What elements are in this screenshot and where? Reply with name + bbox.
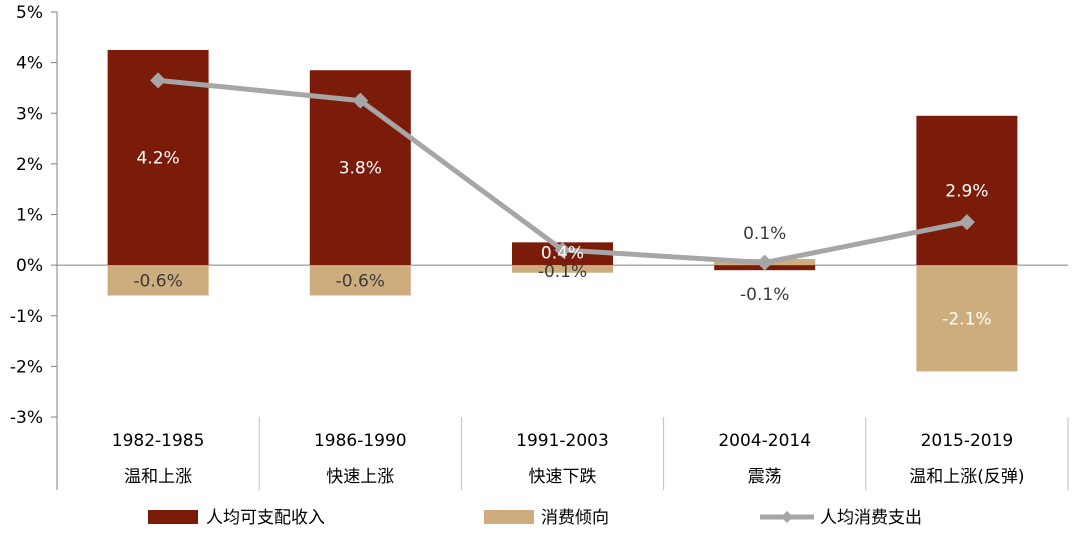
y-tick-label: -1% [10, 307, 43, 327]
data-labels: 4.2%3.8%0.4%-0.1%2.9%-0.6% -0.6% -0.1%0.1%… [133, 149, 991, 330]
consumption-point [352, 92, 369, 109]
income-data-label: -0.1% [740, 285, 789, 305]
propensity-bar [512, 265, 613, 273]
y-tick-label: 2% [16, 155, 43, 175]
bars [107, 49, 1018, 372]
legend-swatch-propensity [484, 510, 534, 524]
consumption-point [554, 241, 571, 258]
y-tick-label: 4% [16, 54, 43, 74]
consumption-point [958, 214, 975, 231]
category-period-label: 1991-2003 [516, 431, 609, 451]
category-phase-label: 快速上涨 [326, 467, 394, 487]
y-tick-label: 3% [16, 104, 43, 124]
y-tick-label: -2% [10, 357, 43, 377]
axes: -3% -2% -1% 0% 1% 2% 3% 4% 5% [10, 3, 1069, 490]
propensity-bar [309, 265, 411, 296]
consumption-point [150, 72, 167, 89]
income-data-label: 2.9% [945, 181, 988, 201]
legend-label-income: 人均可支配收入 [206, 508, 325, 528]
legend: 人均可支配收入 消费倾向 人均消费支出 [148, 508, 922, 528]
propensity-data-label: 0.1% [743, 224, 786, 244]
y-tick-label: -3% [10, 408, 43, 428]
legend-swatch-income [148, 510, 198, 524]
propensity-data-label: -0.6% [336, 271, 385, 291]
propensity-data-label: -0.1% [538, 262, 587, 282]
legend-label-propensity: 消费倾向 [541, 508, 609, 528]
category-period-label: 1982-1985 [112, 431, 205, 451]
line-series [150, 72, 975, 271]
legend-label-consumption: 人均消费支出 [820, 508, 922, 528]
consumption-line [157, 77, 968, 266]
category-phase-label: 震荡 [748, 467, 782, 487]
y-tick-label: 5% [16, 3, 43, 23]
category-period-label: 2015-2019 [921, 431, 1014, 451]
propensity-bar [916, 265, 1018, 372]
category-period-label: 2004-2014 [718, 431, 811, 451]
income-data-label: 0.4% [541, 243, 584, 263]
propensity-data-label: -2.1% [942, 309, 991, 329]
propensity-bar [107, 265, 209, 296]
y-tick-label: 1% [16, 206, 43, 226]
category-phase-label: 快速下跌 [529, 467, 597, 487]
category-phase-label: 温和上涨(反弹) [909, 467, 1024, 487]
propensity-data-label: -0.6% [133, 271, 182, 291]
income-data-label: 3.8% [339, 159, 382, 179]
category-phase-label: 温和上涨 [124, 467, 192, 487]
income-data-label: 4.2% [136, 149, 179, 169]
y-tick-label: 0% [16, 256, 43, 276]
category-axis: 1982-1985 温和上涨 1986-1990 快速上涨 1991-2003 快速下跌 2… [112, 431, 1025, 487]
category-period-label: 1986-1990 [314, 431, 407, 451]
income-bar [916, 115, 1018, 266]
legend-marker-consumption [781, 511, 793, 523]
consumption-point [756, 254, 773, 271]
